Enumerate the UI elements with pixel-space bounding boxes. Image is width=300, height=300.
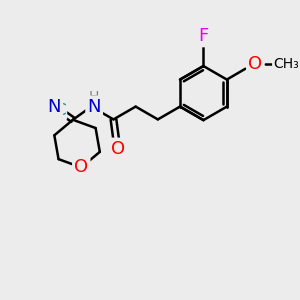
Text: O: O — [248, 55, 262, 73]
Text: CH₃: CH₃ — [274, 57, 299, 71]
Text: O: O — [111, 140, 125, 158]
Text: C: C — [55, 103, 65, 118]
Text: N: N — [87, 98, 101, 116]
Text: N: N — [47, 98, 61, 116]
Text: F: F — [198, 27, 208, 45]
Text: H: H — [89, 90, 99, 104]
Text: O: O — [74, 158, 88, 176]
